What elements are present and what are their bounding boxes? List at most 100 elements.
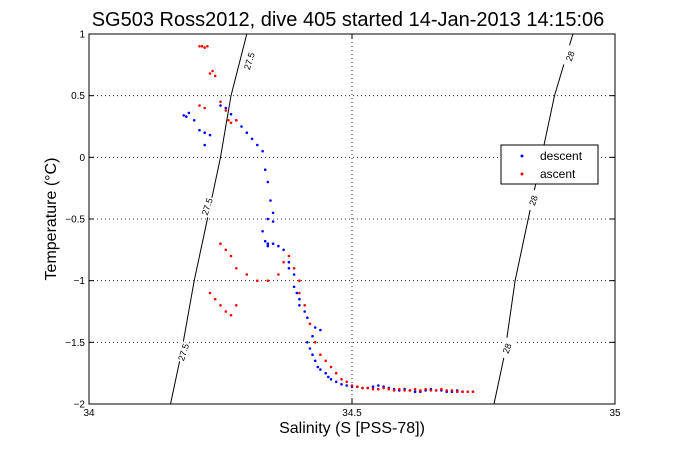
data-point-descent (306, 316, 309, 320)
data-point-descent (185, 115, 188, 118)
data-point-descent (261, 230, 264, 233)
data-point-descent (313, 359, 317, 363)
data-point-ascent (211, 69, 214, 73)
data-point-ascent (219, 242, 222, 245)
contour-label-bg (240, 49, 258, 73)
data-point-descent (292, 273, 296, 276)
data-point-ascent (345, 380, 349, 384)
data-point-descent (271, 220, 275, 223)
data-point-descent (345, 384, 349, 387)
data-point-descent (334, 380, 338, 384)
data-point-ascent (198, 45, 201, 48)
data-point-ascent (340, 378, 343, 381)
data-point-descent (203, 143, 206, 147)
data-point-ascent (392, 389, 396, 392)
data-point-ascent (445, 389, 449, 392)
data-point-descent (266, 244, 270, 248)
data-point-ascent (198, 104, 201, 107)
contour-label-bg (174, 340, 192, 364)
data-point-descent (282, 248, 285, 252)
data-point-ascent (213, 74, 217, 78)
legend-box (500, 144, 599, 185)
data-point-ascent (398, 387, 401, 391)
data-point-ascent (387, 387, 391, 391)
data-point-ascent (471, 390, 475, 394)
data-point-ascent (292, 267, 296, 270)
data-point-descent (319, 328, 322, 332)
data-point-ascent (282, 260, 285, 264)
data-point-ascent (450, 389, 454, 392)
contour-label-bg (198, 195, 216, 218)
data-point-descent (306, 341, 309, 344)
data-point-descent (224, 106, 228, 110)
data-point-ascent (229, 254, 233, 258)
y-tick-label: 0.5 (71, 91, 85, 102)
data-point-descent (303, 310, 307, 313)
data-point-descent (266, 180, 270, 184)
data-point-ascent (235, 267, 238, 270)
x-tick-label: 34.5 (342, 408, 362, 419)
data-point-ascent (356, 385, 359, 389)
contour-label: 27.5 (176, 342, 191, 362)
data-point-ascent (227, 119, 230, 122)
data-point-ascent (382, 386, 385, 390)
data-point-descent (329, 378, 333, 381)
x-axis-ticks: 34 34.5 35 (83, 34, 621, 419)
data-point-ascent (255, 279, 259, 283)
data-point-ascent (229, 313, 233, 317)
data-point-descent (311, 334, 314, 338)
data-point-descent (308, 347, 312, 350)
data-point-ascent (229, 121, 233, 125)
data-point-ascent (277, 273, 280, 276)
data-point-ascent (208, 72, 212, 75)
data-point-ascent (324, 359, 328, 363)
data-point-ascent (413, 387, 417, 391)
data-point-ascent (434, 389, 438, 392)
data-point-descent (371, 385, 375, 389)
contour-label: 27.5 (242, 51, 257, 71)
data-point-descent (208, 133, 212, 137)
data-point-ascent (334, 371, 338, 375)
data-point-descent (311, 353, 314, 357)
data-point-ascent (203, 46, 206, 49)
y-axis-label: Temperature (°C) (43, 158, 60, 281)
x-tick-label: 34 (83, 408, 95, 419)
contour-label: 28 (527, 194, 540, 207)
contour-label-bg (561, 44, 579, 68)
data-point-descent (340, 383, 343, 386)
data-point-ascent (424, 387, 427, 391)
data-point-descent (277, 244, 280, 248)
data-point-ascent (461, 390, 464, 394)
data-point-ascent (429, 389, 433, 392)
data-point-ascent (371, 387, 375, 391)
data-point-ascent (203, 106, 206, 110)
data-point-descent (266, 242, 270, 245)
data-point-descent (298, 297, 301, 301)
legend: descent ascent (500, 144, 599, 185)
data-point-ascent (224, 310, 228, 313)
data-point-ascent (455, 390, 459, 394)
data-point-descent (298, 304, 301, 307)
data-point-descent (292, 285, 296, 289)
data-point-ascent (213, 297, 217, 301)
data-point-descent (229, 112, 233, 116)
data-point-ascent (235, 304, 238, 307)
data-point-ascent (224, 109, 228, 112)
chart-title: SG503 Ross2012, dive 405 started 14-Jan-… (92, 9, 605, 31)
data-point-ascent (377, 387, 380, 391)
contour-label-bg (498, 337, 516, 360)
data-point-descent (219, 104, 222, 107)
contour-label-bg (524, 189, 542, 212)
data-point-ascent (200, 45, 204, 48)
data-point-descent (255, 143, 259, 147)
x-axis-label: Salinity (S [PSS-78]) (279, 420, 425, 437)
data-point-ascent (366, 386, 370, 390)
y-axis-ticks: −2 −1.5 −1 −0.5 0 0.5 1 (65, 30, 615, 411)
y-tick-label: −1.5 (65, 338, 85, 349)
data-point-descent (182, 114, 185, 117)
data-point-ascent (313, 341, 317, 344)
data-point-ascent (219, 304, 222, 307)
data-point-descent (271, 211, 275, 215)
data-point-ascent (361, 386, 364, 390)
data-point-ascent (298, 291, 301, 295)
